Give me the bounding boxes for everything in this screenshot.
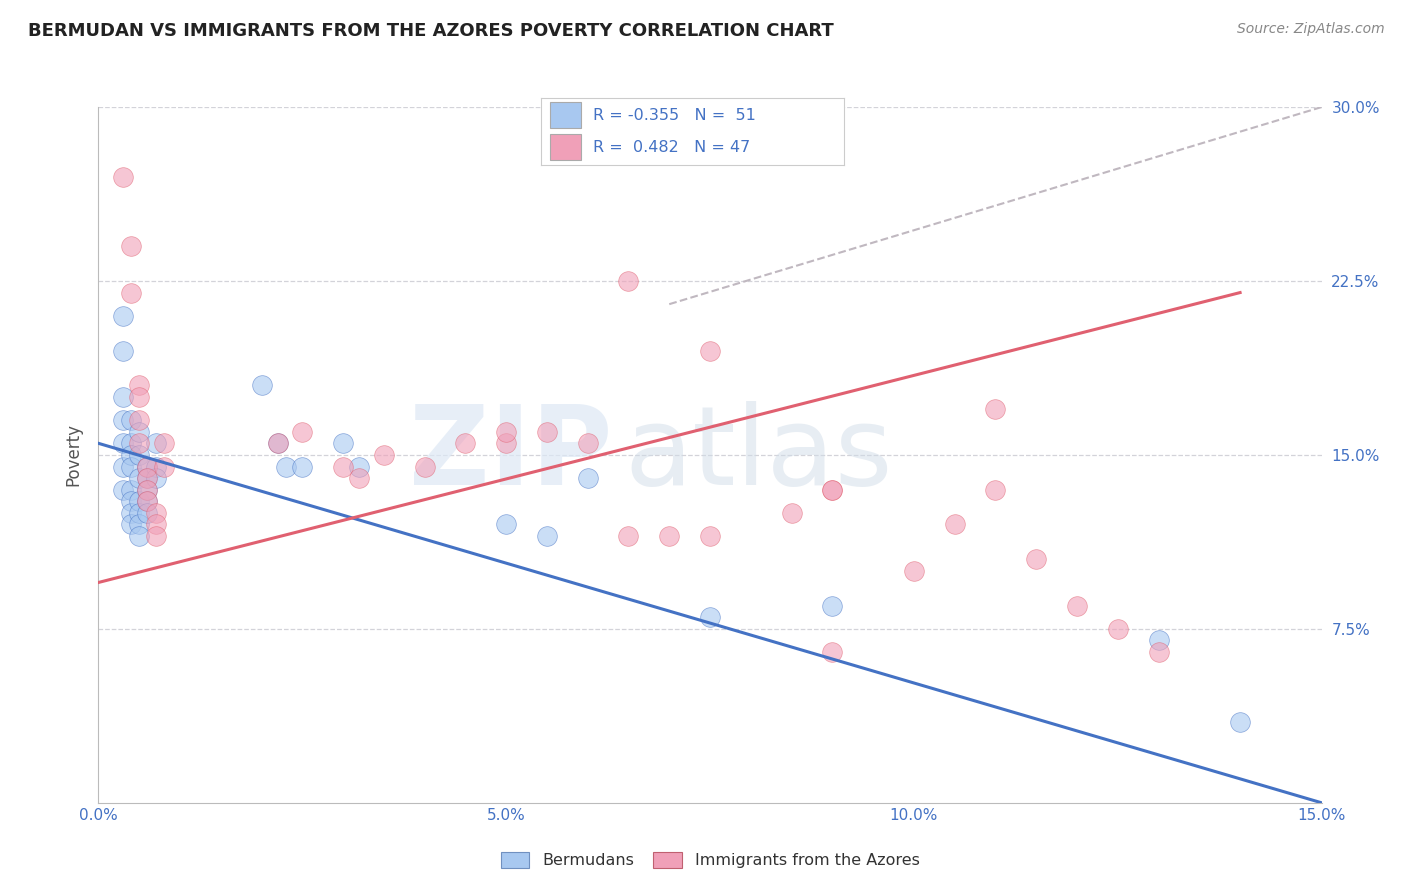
Legend: Bermudans, Immigrants from the Azores: Bermudans, Immigrants from the Azores: [494, 846, 927, 875]
Point: [780, 506, 803, 520]
Point: [128, 517, 150, 532]
Point: [274, 459, 297, 474]
Point: [128, 494, 150, 508]
Point: [111, 309, 134, 323]
Point: [495, 517, 517, 532]
Point: [128, 390, 150, 404]
Point: [120, 506, 142, 520]
Point: [120, 239, 142, 253]
Point: [495, 436, 517, 450]
Point: [332, 459, 354, 474]
Point: [136, 494, 159, 508]
FancyBboxPatch shape: [550, 103, 581, 128]
Point: [1147, 645, 1170, 659]
Point: [536, 425, 558, 439]
Point: [373, 448, 395, 462]
Point: [136, 483, 159, 497]
Point: [821, 483, 844, 497]
Point: [291, 459, 314, 474]
Point: [267, 436, 290, 450]
Point: [111, 413, 134, 427]
Point: [413, 459, 436, 474]
Point: [495, 425, 517, 439]
Point: [145, 506, 167, 520]
Text: R =  0.482   N = 47: R = 0.482 N = 47: [593, 140, 749, 155]
Point: [120, 483, 142, 497]
Text: atlas: atlas: [624, 401, 893, 508]
Point: [136, 471, 159, 485]
Point: [1229, 714, 1251, 729]
Point: [128, 506, 150, 520]
Point: [250, 378, 273, 392]
Point: [128, 448, 150, 462]
Point: [576, 436, 599, 450]
Point: [821, 483, 844, 497]
Point: [136, 459, 159, 474]
Point: [120, 436, 142, 450]
Point: [1025, 552, 1047, 566]
Point: [111, 483, 134, 497]
Point: [349, 459, 371, 474]
Point: [120, 413, 142, 427]
Point: [699, 343, 721, 358]
Point: [152, 459, 174, 474]
Point: [128, 413, 150, 427]
Point: [120, 285, 142, 300]
Point: [576, 471, 599, 485]
Point: [136, 459, 159, 474]
Point: [111, 343, 134, 358]
Point: [120, 459, 142, 474]
Point: [145, 436, 167, 450]
FancyBboxPatch shape: [550, 135, 581, 160]
Point: [152, 436, 174, 450]
Point: [128, 436, 150, 450]
Point: [128, 471, 150, 485]
Text: R = -0.355   N =  51: R = -0.355 N = 51: [593, 108, 755, 123]
Point: [120, 494, 142, 508]
Point: [349, 471, 371, 485]
Text: BERMUDAN VS IMMIGRANTS FROM THE AZORES POVERTY CORRELATION CHART: BERMUDAN VS IMMIGRANTS FROM THE AZORES P…: [28, 22, 834, 40]
Point: [984, 401, 1007, 416]
Point: [136, 494, 159, 508]
Point: [454, 436, 477, 450]
Point: [111, 436, 134, 450]
Point: [903, 564, 925, 578]
Point: [145, 517, 167, 532]
Point: [658, 529, 681, 543]
Point: [145, 529, 167, 543]
Point: [1107, 622, 1129, 636]
Point: [617, 529, 640, 543]
Point: [291, 425, 314, 439]
Point: [145, 471, 167, 485]
Point: [332, 436, 354, 450]
Point: [120, 517, 142, 532]
Point: [136, 483, 159, 497]
Point: [136, 471, 159, 485]
Point: [120, 448, 142, 462]
Point: [128, 378, 150, 392]
Point: [128, 425, 150, 439]
Text: Source: ZipAtlas.com: Source: ZipAtlas.com: [1237, 22, 1385, 37]
Point: [699, 529, 721, 543]
Point: [111, 459, 134, 474]
Point: [128, 529, 150, 543]
Text: ZIP: ZIP: [409, 401, 612, 508]
Point: [821, 645, 844, 659]
Point: [136, 506, 159, 520]
Point: [1147, 633, 1170, 648]
Point: [617, 274, 640, 288]
Point: [1066, 599, 1088, 613]
Point: [111, 169, 134, 184]
Point: [536, 529, 558, 543]
Point: [145, 459, 167, 474]
Point: [943, 517, 966, 532]
Point: [821, 599, 844, 613]
Point: [699, 610, 721, 624]
Point: [267, 436, 290, 450]
Point: [984, 483, 1007, 497]
Y-axis label: Poverty: Poverty: [65, 424, 83, 486]
Point: [111, 390, 134, 404]
